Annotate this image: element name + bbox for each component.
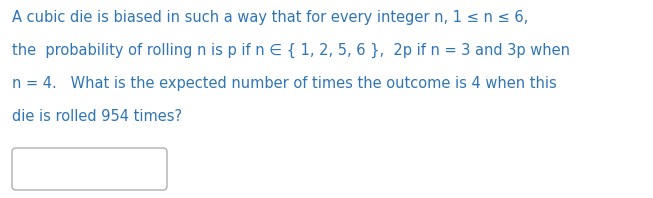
Text: n = 4.   What is the expected number of times the outcome is 4 when this: n = 4. What is the expected number of ti… — [12, 76, 557, 91]
Text: die is rolled 954 times?: die is rolled 954 times? — [12, 109, 182, 124]
Text: the  probability of rolling n is p if n ∈ { 1, 2, 5, 6 },  2p if n = 3 and 3p wh: the probability of rolling n is p if n ∈… — [12, 43, 570, 58]
FancyBboxPatch shape — [12, 148, 167, 190]
Text: A cubic die is biased in such a way that for every integer n, 1 ≤ n ≤ 6,: A cubic die is biased in such a way that… — [12, 10, 528, 25]
